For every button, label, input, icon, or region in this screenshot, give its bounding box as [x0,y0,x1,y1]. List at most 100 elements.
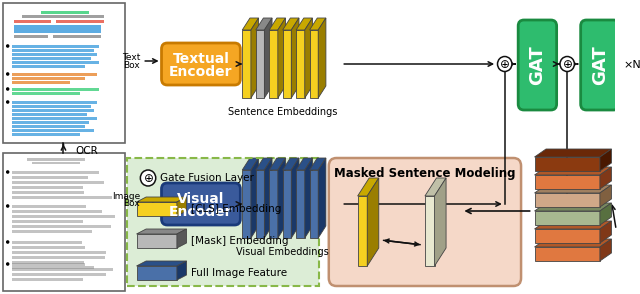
Text: Sentence Embeddings: Sentence Embeddings [228,107,337,117]
Polygon shape [256,170,264,238]
Bar [13,230,92,233]
FancyBboxPatch shape [161,43,241,85]
Bar [13,109,94,112]
Bar [3,153,125,291]
Bar [13,92,80,95]
Bar [13,196,113,198]
Text: OCR: OCR [75,146,98,156]
Polygon shape [283,30,291,98]
Bar [13,49,94,52]
Polygon shape [296,170,305,238]
Polygon shape [534,221,611,229]
Polygon shape [256,30,264,98]
Bar [13,205,86,208]
Bar [13,191,84,193]
Polygon shape [256,158,272,170]
Polygon shape [136,197,186,202]
Bar [13,53,97,56]
Bar [13,105,92,108]
Bar [13,113,88,116]
Polygon shape [534,149,611,157]
Polygon shape [291,158,299,238]
Polygon shape [136,202,177,216]
Polygon shape [177,229,186,248]
Polygon shape [269,30,278,98]
Polygon shape [283,158,299,170]
Text: Masked Sentence Modeling: Masked Sentence Modeling [334,166,516,180]
Text: Visual: Visual [177,192,225,206]
Polygon shape [425,178,446,196]
Bar [42,11,90,14]
Bar [13,121,90,124]
Text: [Mask] Embedding: [Mask] Embedding [191,236,289,246]
Polygon shape [291,18,299,98]
Polygon shape [243,158,259,170]
Bar [13,57,92,60]
Bar [13,125,84,128]
Bar [56,20,104,23]
Polygon shape [243,18,259,30]
Polygon shape [600,185,611,207]
Bar [13,181,104,183]
Polygon shape [243,30,251,98]
Circle shape [560,56,575,71]
Circle shape [6,170,10,174]
Bar [13,273,106,275]
Text: Full Image Feature: Full Image Feature [191,268,287,278]
Bar [13,117,97,120]
Bar [13,266,94,268]
Bar [13,261,84,263]
Polygon shape [534,157,600,171]
Text: Box: Box [124,200,140,208]
Circle shape [6,44,10,48]
Polygon shape [600,239,611,261]
Polygon shape [534,203,611,211]
Polygon shape [243,170,251,238]
Bar [13,186,83,188]
Polygon shape [296,30,305,98]
Text: $\oplus$: $\oplus$ [499,58,510,71]
Text: Encoder: Encoder [169,205,233,219]
Polygon shape [534,229,600,243]
Polygon shape [264,158,272,238]
Polygon shape [367,178,379,266]
Circle shape [140,170,156,186]
Bar [13,215,115,218]
Text: Textual: Textual [173,52,229,66]
Bar [13,220,83,223]
Bar [13,81,70,84]
Polygon shape [177,261,186,280]
Text: Box: Box [124,61,140,69]
Text: Encoder: Encoder [169,65,233,79]
Text: GAT: GAT [529,45,547,85]
Text: Image: Image [112,191,140,201]
Bar [13,225,111,228]
Polygon shape [278,158,285,238]
Polygon shape [600,167,611,189]
Bar [13,256,105,258]
Polygon shape [264,18,272,98]
Bar [13,263,84,265]
Bar [13,171,99,173]
Bar [13,210,102,213]
Polygon shape [283,170,291,238]
Bar [3,3,125,143]
FancyBboxPatch shape [580,20,619,110]
Polygon shape [283,18,299,30]
Bar [13,133,80,136]
Circle shape [6,72,10,76]
Polygon shape [177,197,186,216]
Polygon shape [310,18,326,30]
Polygon shape [305,18,312,98]
Bar [13,45,99,48]
Circle shape [6,204,10,208]
Bar [13,241,82,243]
Text: ×N: ×N [624,60,640,70]
Bar [13,268,113,270]
Circle shape [6,87,10,91]
Polygon shape [534,167,611,175]
Bar [13,129,94,132]
Polygon shape [296,18,312,30]
Bar [13,65,84,68]
Text: $\oplus$: $\oplus$ [143,171,154,185]
